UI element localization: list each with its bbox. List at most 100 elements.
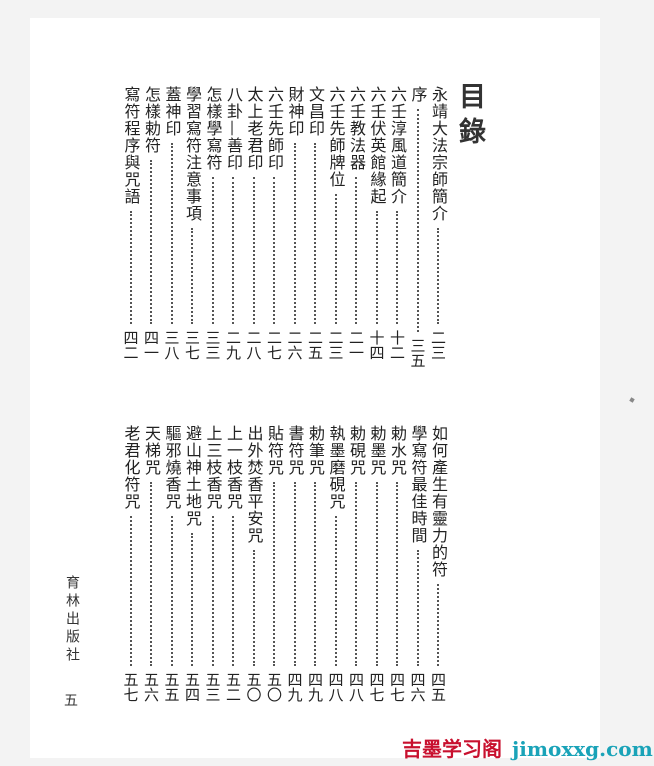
dotted-leader: [355, 177, 357, 324]
entry-page: 三八: [162, 330, 181, 360]
toc-entry: 六壬教法器 二一: [346, 86, 366, 360]
entry-title: 出外焚香平安咒: [244, 425, 264, 544]
entry-title: 老君化符咒: [121, 425, 141, 510]
toc-entry: 六壬淳風道簡介 十二: [387, 86, 407, 360]
entry-title: 上一枝香咒: [224, 425, 243, 510]
entry-page: 十二: [388, 330, 406, 360]
entry-title: 勅墨咒: [367, 425, 387, 476]
entry-title: 勅水咒: [388, 425, 407, 476]
entry-title: 勅硯咒: [347, 425, 366, 476]
dotted-leader: [355, 482, 357, 666]
entry-title: 學寫符最佳時間: [408, 425, 428, 544]
dotted-leader: [314, 143, 316, 324]
dotted-leader: [191, 228, 193, 324]
entry-title: 學習寫符注意事項: [183, 86, 202, 222]
dotted-leader: [150, 482, 152, 666]
toc-entry: 蓋神印 三八: [162, 86, 182, 360]
dotted-leader: [252, 550, 255, 666]
toc-entry: 如何產生有靈力的符 四五: [428, 425, 448, 702]
toc-entry: 勅硯咒 四八: [346, 425, 366, 702]
toc-entry: 六壬先師印 二七: [264, 86, 284, 360]
entry-page: 五三: [203, 672, 222, 702]
toc-entry: 書符咒 四九: [285, 425, 305, 702]
toc-entry: 怎樣勅符 四一: [141, 86, 161, 360]
entry-page: 四五: [429, 672, 447, 702]
toc-entry: 財神印 二六: [285, 86, 305, 360]
dotted-leader: [396, 211, 398, 324]
entry-title: 財神印: [285, 86, 305, 137]
dotted-leader: [375, 482, 378, 666]
toc-entry: 老君化符咒 五七: [121, 425, 141, 702]
dotted-leader: [437, 228, 439, 324]
entry-page: 四一: [142, 330, 160, 360]
dotted-leader: [293, 143, 296, 324]
dotted-leader: [232, 177, 234, 324]
entry-page: 五六: [142, 672, 160, 702]
toc-entry: 上一枝香咒 五二: [223, 425, 243, 702]
entry-page: 五五: [162, 672, 181, 702]
entry-title: 勅筆咒: [306, 425, 325, 476]
dotted-leader: [293, 482, 296, 666]
entry-title: 太上老君印: [244, 86, 264, 171]
entry-page: 五〇: [244, 672, 263, 702]
entry-page: 四八: [326, 672, 345, 702]
entry-page: 二八: [244, 330, 263, 360]
entry-page: 二三: [326, 330, 345, 360]
dotted-leader: [273, 177, 275, 324]
toc-entry: 驅邪燒香咒 五五: [162, 425, 182, 702]
entry-page: 三五: [408, 338, 427, 368]
dotted-leader: [375, 211, 378, 324]
dotted-leader: [170, 143, 173, 324]
toc-entry: 太上老君印 二八: [244, 86, 264, 360]
entry-title: 上三枝香咒: [203, 425, 223, 510]
entry-title: 寫符程序與咒語: [121, 86, 141, 205]
toc-entry: 文昌印 二五: [305, 86, 325, 360]
toc-entry: 天梯咒 五六: [141, 425, 161, 702]
toc-entry: 永靖大法宗師簡介 二三: [428, 86, 448, 360]
entry-title: 六壬教法器: [347, 86, 366, 171]
toc-entry: 學習寫符注意事項三七: [182, 86, 202, 360]
dotted-leader: [170, 516, 173, 666]
entry-page: 五二: [224, 672, 242, 702]
toc-entry: 六壬伏英館緣起 十四: [367, 86, 387, 360]
toc-entry: 勅筆咒 四九: [305, 425, 325, 702]
toc-entry: 貼符咒 五〇: [264, 425, 284, 702]
entry-title: 六壬先師牌位: [326, 86, 346, 188]
toc-entry: 避山神土地咒 五四: [182, 425, 202, 702]
entry-title: 怎樣勅符: [142, 86, 161, 154]
dotted-leader: [416, 109, 419, 332]
toc-entry: 序三五: [408, 86, 428, 368]
publisher-name: 育林出版社: [64, 575, 80, 665]
dotted-leader: [334, 194, 337, 324]
entry-page: 四二: [121, 330, 140, 360]
entry-title: 八卦—善印: [224, 86, 243, 171]
entry-page: 五七: [121, 672, 140, 702]
entry-title: 執墨磨硯咒: [326, 425, 346, 510]
entry-title: 貼符咒: [265, 425, 284, 476]
entry-title: 六壬先師印: [265, 86, 284, 171]
entry-title: 書符咒: [285, 425, 305, 476]
toc-entry: 上三枝香咒 五三: [203, 425, 223, 702]
entry-page: 四六: [408, 672, 427, 702]
entry-page: 二一: [347, 330, 365, 360]
entry-title: 避山神土地咒: [183, 425, 202, 527]
entry-title: 六壬伏英館緣起: [367, 86, 387, 205]
toc-entry: 出外焚香平安咒 五〇: [244, 425, 264, 702]
toc-entry: 六壬先師牌位 二三: [326, 86, 346, 360]
dotted-leader: [396, 482, 398, 666]
toc-entry: 八卦—善印 二九: [223, 86, 243, 360]
entry-page: 五四: [183, 672, 201, 702]
entry-page: 五〇: [265, 672, 283, 702]
dotted-leader: [437, 584, 439, 666]
entry-page: 三七: [183, 330, 201, 360]
entry-page: 二七: [265, 330, 283, 360]
entry-title: 文昌印: [306, 86, 325, 137]
toc-entry: 執墨磨硯咒 四八: [326, 425, 346, 702]
entry-title: 六壬淳風道簡介: [388, 86, 407, 205]
scan-speck: [629, 397, 635, 403]
entry-title: 驅邪燒香咒: [162, 425, 182, 510]
entry-title: 永靖大法宗師簡介: [429, 86, 448, 222]
dotted-leader: [416, 550, 419, 666]
dotted-leader: [232, 516, 234, 666]
entry-page: 四八: [347, 672, 365, 702]
